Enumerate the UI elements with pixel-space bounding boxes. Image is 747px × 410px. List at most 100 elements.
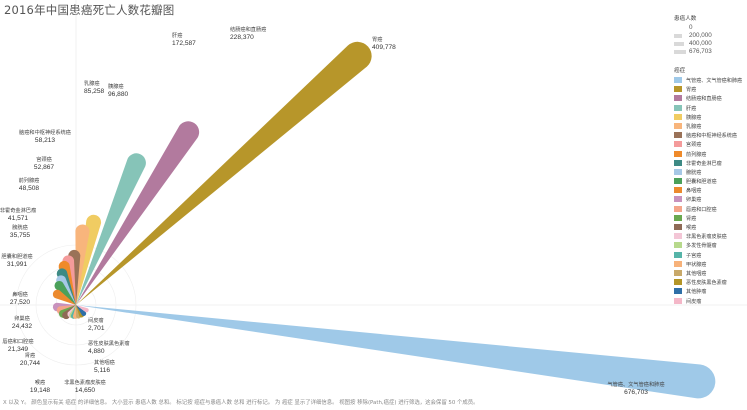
- petal-label-value: 21,349: [8, 346, 29, 353]
- color-legend-swatch: [674, 269, 682, 276]
- petal-label-value: 19,148: [30, 387, 51, 394]
- petal-2[interactable]: [76, 121, 200, 306]
- color-legend-label: 唇癌和口腔癌: [686, 206, 717, 213]
- color-legend-item[interactable]: 胰腺癌: [674, 113, 746, 122]
- petal-24[interactable]: [76, 305, 89, 313]
- color-legend-label: 胰腺癌: [686, 114, 702, 121]
- petal-label-name: 唇癌和口腔癌: [2, 337, 33, 345]
- color-legend-label: 气管癌、文气管癌和肺癌: [686, 78, 743, 84]
- color-legend-item[interactable]: 胆囊和胆道癌: [674, 177, 746, 186]
- petal-label-name: 喉癌: [35, 378, 45, 386]
- color-legend-item[interactable]: 结肠癌和直肠癌: [674, 94, 746, 103]
- petal-label-name: 前列腺癌: [19, 176, 40, 184]
- color-legend-label: 恶性皮肤黑色素瘤: [686, 280, 727, 287]
- color-legend-swatch: [674, 104, 682, 111]
- petal-label-value: 41,571: [8, 215, 29, 222]
- color-legend-item[interactable]: 胃癌: [674, 85, 746, 94]
- color-legend-swatch: [674, 214, 682, 221]
- color-legend-item[interactable]: 乳腺癌: [674, 122, 746, 131]
- color-legend-item[interactable]: 前列腺癌: [674, 150, 746, 159]
- color-legend-item[interactable]: 其他咽癌: [674, 269, 746, 278]
- color-legend-label: 非黑色素瘤皮肤癌: [686, 234, 727, 241]
- chart-title: 2016年中国患癌死亡人数花瓣图: [4, 3, 175, 17]
- color-legend-label: 子宫癌: [686, 252, 702, 259]
- color-legend-item[interactable]: 甲状腺癌: [674, 260, 746, 269]
- color-legend-item[interactable]: 非霍奇金淋巴瘤: [674, 159, 746, 168]
- color-legend-swatch: [674, 279, 682, 286]
- petal-3[interactable]: [76, 153, 146, 305]
- color-legend-item[interactable]: 唇癌和口腔癌: [674, 205, 746, 214]
- petal-label-name: 结肠癌和直肠癌: [230, 25, 266, 33]
- color-legend-item[interactable]: 非黑色素瘤皮肤癌: [674, 232, 746, 241]
- color-legend-item[interactable]: 脑癌和中枢神经系统癌: [674, 131, 746, 140]
- petal-label-value: 31,991: [7, 261, 28, 268]
- color-legend-swatch: [674, 86, 682, 93]
- size-legend-swatch: [674, 50, 686, 54]
- color-legend-item[interactable]: 其他肿瘤: [674, 287, 746, 296]
- petal-5[interactable]: [75, 224, 90, 305]
- color-legend-label: 卵巢癌: [686, 197, 702, 204]
- petal-1[interactable]: [76, 41, 372, 305]
- color-legend-item[interactable]: 子宫癌: [674, 251, 746, 260]
- color-legend-item[interactable]: 气管癌、文气管癌和肺癌: [674, 76, 746, 85]
- petal-11[interactable]: [54, 280, 76, 305]
- color-legend-label: 多发性骨髓瘤: [686, 243, 717, 250]
- petal-label-value: 52,867: [34, 164, 55, 171]
- petal-label-value: 5,116: [94, 367, 110, 374]
- size-legend-title: 患癌人数: [674, 16, 697, 22]
- color-legend-item[interactable]: 鼻咽癌: [674, 186, 746, 195]
- color-legend-swatch: [674, 251, 682, 258]
- size-legend-item: 0: [674, 24, 746, 32]
- petal-4[interactable]: [76, 214, 102, 305]
- color-legend-swatch: [674, 178, 682, 185]
- petal-label-value: 228,370: [230, 34, 254, 41]
- color-legend-label: 甲状腺癌: [686, 261, 707, 268]
- color-legend-swatch: [674, 205, 682, 212]
- size-legend-item: 200,000: [674, 32, 746, 40]
- petal-label-name: 胰腺癌: [108, 82, 124, 90]
- petal-0[interactable]: [76, 305, 716, 399]
- color-legend-item[interactable]: 肾癌: [674, 214, 746, 223]
- size-legend-label: 676,703: [689, 48, 712, 55]
- color-legend-swatch: [674, 132, 682, 139]
- petal-label-value: 48,508: [19, 185, 40, 192]
- petal-label-name: 膀胱癌: [12, 223, 28, 231]
- color-legend-swatch: [674, 288, 682, 295]
- size-legend-label: 200,000: [689, 32, 712, 39]
- petal-label-name: 恶性皮肤黑色素瘤: [88, 339, 130, 347]
- color-legend-item[interactable]: 喉癌: [674, 223, 746, 232]
- size-legend-swatch: [674, 34, 682, 38]
- petal-label-name: 其他咽癌: [94, 358, 115, 366]
- color-legend-swatch: [674, 233, 682, 240]
- size-legend-label: 0: [689, 24, 693, 31]
- color-legend-item[interactable]: 卵巢癌: [674, 195, 746, 204]
- color-legend-item[interactable]: 膀胱癌: [674, 168, 746, 177]
- color-legend-item[interactable]: 间皮瘤: [674, 297, 746, 306]
- color-legend-swatch: [674, 77, 682, 83]
- petal-label-name: 肝癌: [172, 31, 182, 39]
- petal-23[interactable]: [76, 305, 87, 317]
- color-legend-item[interactable]: 多发性骨髓瘤: [674, 241, 746, 250]
- size-legend-swatch: [674, 42, 684, 46]
- color-legend-item[interactable]: 宫颈癌: [674, 140, 746, 149]
- color-legend-swatch: [674, 242, 682, 249]
- color-legend: 气管癌、文气管癌和肺癌 胃癌 结肠癌和直肠癌 肝癌 胰腺癌 乳腺癌 脑癌和中枢神经系统癌 宫颈…: [674, 76, 746, 306]
- color-legend-item[interactable]: 恶性皮肤黑色素瘤: [674, 278, 746, 287]
- color-legend-item[interactable]: 肝癌: [674, 104, 746, 113]
- petal-12[interactable]: [52, 289, 76, 305]
- color-legend-label: 鼻咽癌: [686, 188, 702, 195]
- petal-label-name: 肾癌: [25, 351, 35, 359]
- petal-label-name: 鼻咽癌: [12, 290, 28, 298]
- color-legend-label: 胆囊和胆道癌: [686, 179, 717, 186]
